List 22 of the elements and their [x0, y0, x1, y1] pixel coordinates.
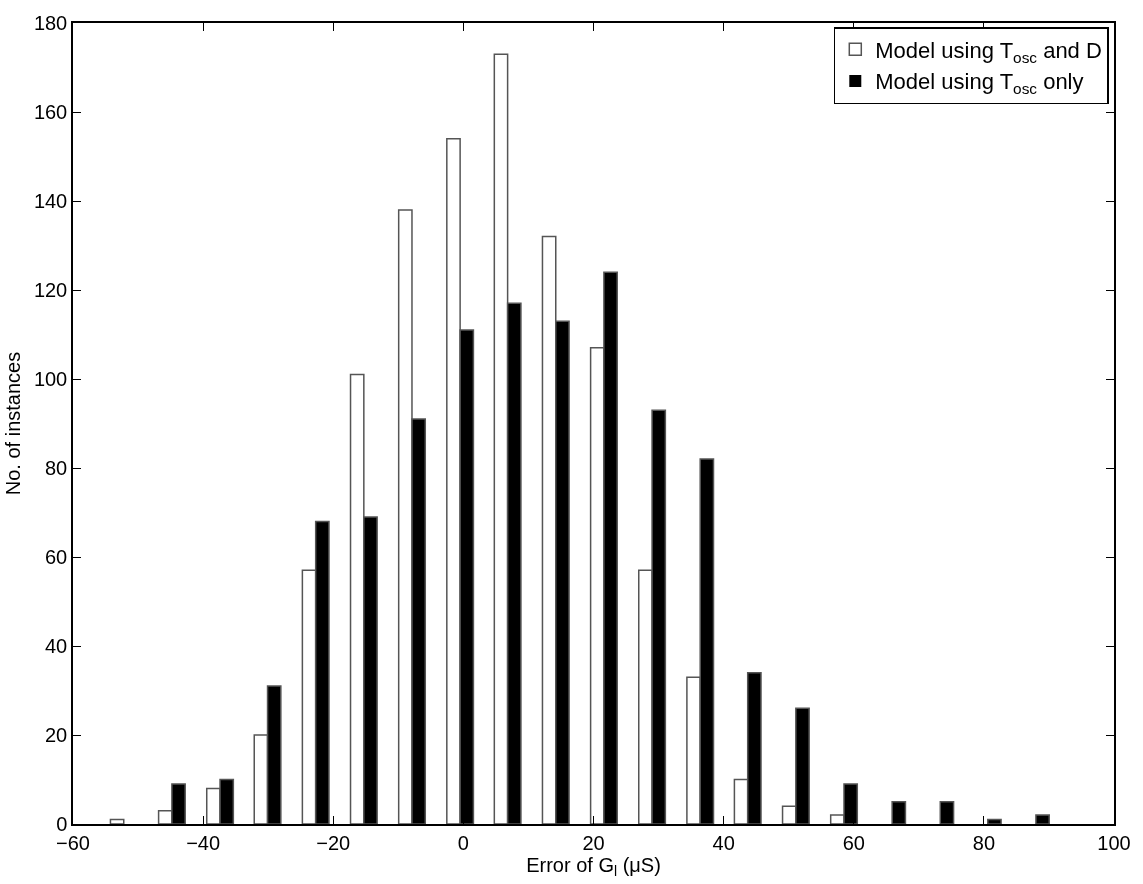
- x-tick-label: 20: [582, 831, 605, 854]
- x-tick-label: −40: [186, 831, 221, 854]
- x-axis-title: Error of G$_{l}$ (μS): [526, 853, 661, 879]
- y-tick-label: 40: [45, 635, 68, 657]
- x-tick-label: 60: [842, 831, 865, 854]
- y-tick-label: 60: [45, 546, 68, 568]
- y-tick-label: 160: [33, 101, 68, 123]
- x-tick-label: 0: [457, 831, 469, 854]
- x-tick-label: −20: [316, 831, 351, 854]
- x-tick-label: 100: [1097, 831, 1131, 854]
- legend-label: Model using T$_{osc}$ and D: [875, 37, 1102, 66]
- bar: [109, 818, 125, 824]
- x-tick-label: 40: [712, 831, 735, 854]
- y-tick-label: 100: [33, 368, 68, 390]
- y-axis-title: No. of instances: [1, 351, 24, 496]
- y-tick-label: 80: [45, 457, 68, 479]
- y-tick-label: 120: [33, 279, 68, 301]
- y-tick-label: 20: [45, 724, 68, 746]
- legend-label: Model using T$_{osc}$ only: [875, 69, 1084, 98]
- x-tick-label: 80: [972, 831, 996, 854]
- y-tick-label: 140: [33, 190, 68, 212]
- y-tick-label: 180: [33, 12, 68, 34]
